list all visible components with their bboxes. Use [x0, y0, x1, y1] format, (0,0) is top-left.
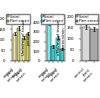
- Bar: [22, 38, 25, 61]
- Y-axis label: nMol/mg of tissue
protein/min: nMol/mg of tissue protein/min: [57, 20, 66, 55]
- Legend: Control, Plant extract: Control, Plant extract: [6, 14, 30, 24]
- Y-axis label: Units/mg of tissue
protein: Units/mg of tissue protein: [22, 20, 31, 55]
- Bar: [13, 34, 16, 61]
- Bar: [82, 27, 90, 61]
- Legend: Control, Plant extract: Control, Plant extract: [75, 14, 98, 24]
- Bar: [60, 49, 64, 61]
- Bar: [47, 22, 51, 61]
- Bar: [56, 38, 60, 61]
- Bar: [51, 46, 55, 61]
- Bar: [17, 28, 20, 61]
- Legend: Control, Plant extract: Control, Plant extract: [40, 14, 64, 24]
- Bar: [26, 34, 29, 61]
- Bar: [90, 29, 98, 61]
